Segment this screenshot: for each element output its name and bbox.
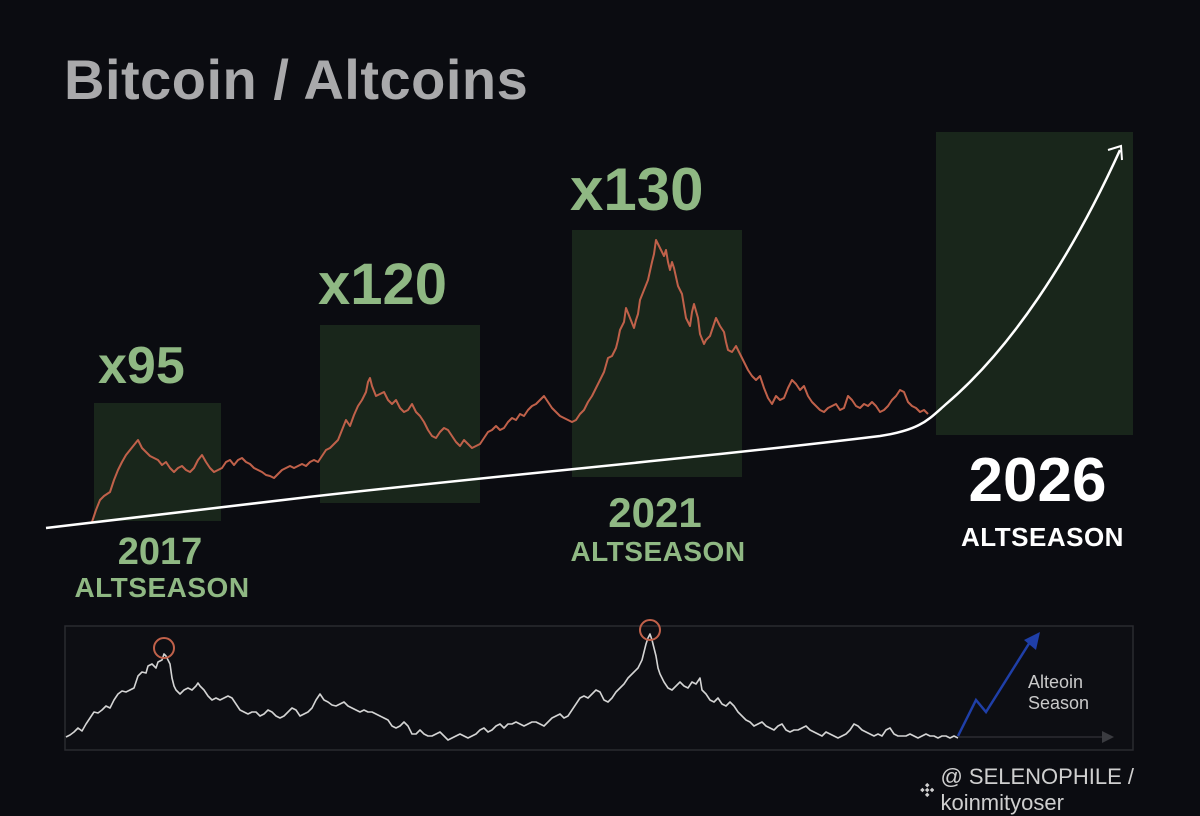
highlight-box-x120 [320,325,480,503]
multiplier-x120: x120 [318,252,448,317]
trend-curve [45,149,1122,530]
year-2017: 2017 [117,531,203,573]
year-2026: 2026 [968,446,1107,515]
multiplier-2021: x130 [570,156,704,223]
mini-baseline-arrow-icon [1102,731,1114,743]
highlight-box-2021 [572,230,742,477]
trend-arrow-icon [1107,144,1123,161]
altcoin-price-line [91,239,929,523]
season-label-2021: ALTSEASON [570,536,746,567]
projection-arrow-line [956,641,1032,737]
mini-chart-label: Alteoin Season [1028,672,1089,713]
watermark-text: @ SELENOPHILE / koinmityoser [940,764,1134,815]
binance-logo-icon [920,782,935,798]
mini-chart-panel [64,625,1134,751]
multiplier-2017: x95 [98,337,185,395]
highlight-box-2026 [936,132,1133,435]
year-2021: 2021 [608,489,702,536]
peak-marker-1 [153,637,175,659]
altseason-index-line [65,633,959,741]
mini-label-line1: Alteoin [1028,672,1084,692]
projection-arrow-icon [1024,632,1040,650]
highlight-box-2017 [94,403,221,521]
season-label-2017: ALTSEASON [74,572,250,603]
season-label-2026: ALTSEASON [961,522,1124,552]
mini-label-line2: Season [1028,692,1090,713]
chart-title: Bitcoin / Altcoins [64,48,529,111]
watermark: @ SELENOPHILE / koinmityoser [920,764,1200,816]
peak-marker-2 [639,619,661,641]
